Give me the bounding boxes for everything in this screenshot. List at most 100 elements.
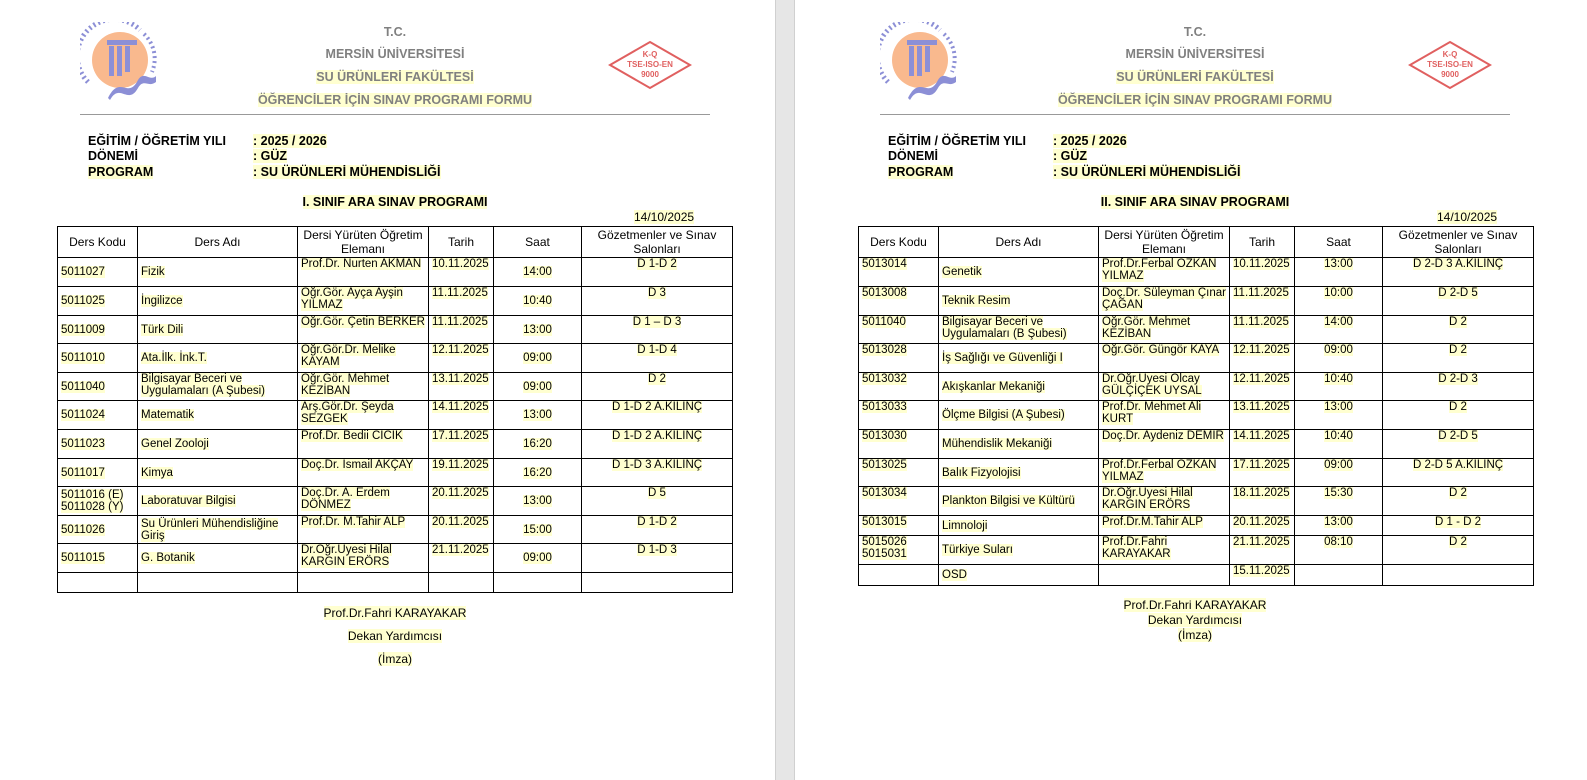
signature-placeholder: (İmza) [1178, 628, 1212, 642]
column-header: Gözetmenler ve Sınav Salonları [581, 226, 733, 258]
instructor: Prof.Dr. Mehmet Ali KURT [1102, 401, 1202, 425]
rooms-proctors-cell: D 2 [1382, 400, 1534, 430]
exam-date-cell [428, 572, 494, 593]
rooms-proctors: D 5 [648, 487, 666, 499]
exam-time-cell: 09:00 [493, 372, 582, 401]
rooms-proctors-cell: D 2 [581, 372, 733, 401]
term-label: DÖNEMİ [888, 149, 938, 163]
table-row: 5015026 5015031 Türkiye Suları Prof.Dr.Fah… [858, 535, 1534, 565]
instructor-cell [1098, 564, 1230, 586]
instructor-cell: Öğr.Gör. Mehmet KEZİBAN [297, 372, 429, 401]
course-name-cell: Laboratuvar Bilgisi [137, 486, 298, 516]
course-name-cell: OSD [938, 564, 1099, 586]
instructor: Öğr.Gör. Çetin BERKER [301, 316, 425, 328]
course-name-cell: Teknik Resim [938, 286, 1099, 316]
exam-time: 13:00 [523, 495, 552, 507]
instructor-cell: Doç.Dr. A. Erdem DÖNMEZ [297, 486, 429, 516]
header-divider [80, 114, 710, 115]
instructor: Prof.Dr. M.Tahir ALP [301, 516, 406, 528]
course-code-cell: 5011016 (E) 5011028 (Y) [57, 486, 138, 516]
table-row: 5011009 Türk Dili Öğr.Gör. Çetin BERKER 11.… [57, 315, 733, 344]
column-header: Gözetmenler ve Sınav Salonları [1382, 226, 1534, 258]
university-logo [80, 22, 157, 100]
exam-date-cell: 13.11.2025 [428, 372, 494, 401]
course-code: 5013014 [862, 258, 907, 270]
exam-date-cell: 20.11.2025 [428, 486, 494, 516]
exam-date-cell: 10.11.2025 [428, 257, 494, 287]
exam-date: 17.11.2025 [1233, 459, 1290, 471]
course-name-cell [137, 572, 298, 593]
course-code-cell: 5015026 5015031 [858, 535, 939, 565]
exam-date-cell: 12.11.2025 [428, 343, 494, 373]
course-code-cell: 5013025 [858, 458, 939, 487]
exam-time: 15:00 [523, 523, 552, 536]
signature-placeholder: (İmza) [378, 652, 412, 666]
exam-date: 20.11.2025 [1233, 516, 1290, 528]
exam-date-cell: 21.11.2025 [1229, 535, 1295, 565]
course-code: 5011015 [61, 552, 105, 564]
instructor-cell: Prof.Dr. Bedii CİCİK [297, 429, 429, 459]
exam-date-cell: 12.11.2025 [1229, 343, 1295, 373]
rooms-proctors-cell: D 1-D 2 [581, 515, 733, 544]
course-code: 5013033 [862, 401, 907, 413]
table-row: 5013032 Akışkanlar Mekaniği Dr.Öğr.Üyesi O… [858, 372, 1534, 401]
course-name-cell: Genel Zooloji [137, 429, 298, 459]
exam-time: 10:40 [1324, 373, 1353, 385]
course-name: Ata.İlk. İnk.T. [141, 352, 207, 364]
exam-time: 09:00 [523, 380, 552, 393]
course-code-cell: 5011023 [57, 429, 138, 459]
course-name: Türk Dili [141, 323, 184, 336]
course-code: 5015026 5015031 [862, 536, 907, 560]
course-name: Genel Zooloji [141, 438, 209, 450]
rooms-proctors: D 2 [1449, 487, 1467, 499]
exam-date: 10.11.2025 [432, 258, 489, 270]
header-university: MERSİN ÜNİVERSİTESİ [325, 47, 465, 61]
svg-text:9000: 9000 [1441, 70, 1459, 79]
header-form-title: ÖĞRENCİLER İÇİN SINAV PROGRAMI FORMU [1057, 93, 1333, 107]
header-university: MERSİN ÜNİVERSİTESİ [1125, 47, 1265, 61]
exam-time: 10:40 [523, 295, 552, 307]
course-name: İş Sağlığı ve Güvenliği I [942, 352, 1063, 364]
exam-time-cell: 09:00 [1294, 343, 1383, 373]
course-code: 5013025 [862, 459, 907, 471]
instructor: Öğr.Gör. Ayça Ayşin YILMAZ [301, 287, 403, 311]
program-label: PROGRAM [888, 165, 954, 179]
course-code-cell [858, 564, 939, 586]
table-row: 5011023 Genel Zooloji Prof.Dr. Bedii CİCİK… [57, 429, 733, 459]
course-name: Plankton Bilgisi ve Kültürü [942, 495, 1075, 507]
exam-time-cell [1294, 564, 1383, 586]
table-row: 5011016 (E) 5011028 (Y) Laboratuvar Bilgi… [57, 486, 733, 516]
exam-time-cell: 13:00 [1294, 400, 1383, 430]
exam-date: 15.11.2025 [1233, 565, 1290, 577]
rooms-proctors-cell: D 1-D 2 A.KILINÇ [581, 400, 733, 430]
course-name: Matematik [141, 409, 195, 421]
course-code-cell: 5013028 [858, 343, 939, 373]
rooms-proctors: D 2-D 5 A.KILINÇ [1412, 459, 1504, 471]
course-code-cell: 5013008 [858, 286, 939, 316]
rooms-proctors-cell: D 3 [581, 286, 733, 316]
course-name: Türkiye Suları [942, 544, 1013, 556]
instructor: Doç.Dr. A. Erdem DÖNMEZ [301, 487, 390, 511]
exam-time-cell: 13:00 [1294, 257, 1383, 287]
exam-time-cell: 10:40 [493, 286, 582, 316]
exam-date-cell: 19.11.2025 [428, 458, 494, 487]
exam-date: 11.11.2025 [1233, 287, 1289, 299]
instructor: Prof.Dr.M.Tahir ALP [1102, 516, 1203, 528]
exam-date: 19.11.2025 [432, 459, 489, 471]
instructor: Doç.Dr. İsmail AKÇAY [301, 459, 414, 471]
exam-time: 09:00 [1324, 344, 1353, 356]
instructor: Doç.Dr. Aydeniz DEMİR [1102, 430, 1224, 442]
rooms-proctors-cell: D 1-D 4 [581, 343, 733, 373]
svg-text:K-Q: K-Q [1443, 50, 1458, 59]
exam-date-cell: 11.11.2025 [428, 315, 494, 344]
course-name: Teknik Resim [942, 295, 1011, 307]
table-row: 5011010 Ata.İlk. İnk.T. Öğr.Gör.Dr. Melike… [57, 343, 733, 373]
exam-date: 21.11.2025 [1233, 536, 1290, 548]
rooms-proctors: D 1-D 3 [637, 544, 677, 556]
rooms-proctors: D 2-D 5 [1438, 287, 1478, 299]
rooms-proctors-cell: D 1 - D 2 [1382, 515, 1534, 536]
year-value: : 2025 / 2026 [253, 134, 327, 148]
course-code: 5011017 [61, 466, 105, 479]
exam-time-cell: 10:40 [1294, 372, 1383, 401]
rooms-proctors: D 1-D 2 A.KILINÇ [611, 401, 703, 413]
